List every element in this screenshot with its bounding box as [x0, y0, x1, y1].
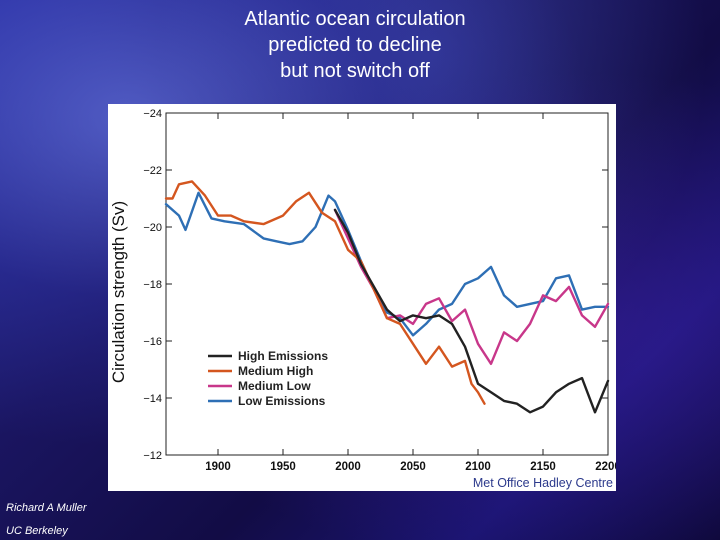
footer-author: Richard A Muller: [6, 502, 87, 514]
plot-frame: [165, 112, 609, 456]
title-line-3: but not switch off: [280, 60, 430, 82]
y-tick-label: −18: [143, 279, 162, 291]
series-line-low-emissions: [164, 191, 610, 337]
y-tick-label: −22: [143, 165, 162, 177]
title-line-2: predicted to decline: [268, 34, 442, 56]
legend-label: Low Emissions: [238, 394, 326, 408]
y-tick-label: −12: [143, 450, 162, 462]
legend-label: Medium High: [238, 364, 313, 378]
series-line-medium-high: [164, 180, 486, 405]
y-tick-label: −24: [143, 108, 162, 120]
title-line-1: Atlantic ocean circulation: [244, 8, 466, 30]
x-tick-label: 1950: [270, 461, 296, 473]
x-tick-label: 2050: [400, 461, 426, 473]
circulation-chart: Circulation strength (Sv) Met Office Had…: [109, 108, 616, 490]
x-tick-label: 2150: [530, 461, 556, 473]
chart-panel: Circulation strength (Sv) Met Office Had…: [108, 104, 616, 491]
series-line-medium-low: [333, 208, 610, 365]
legend-label: High Emissions: [238, 349, 328, 363]
x-tick-label: 2100: [465, 461, 491, 473]
slide-title: Atlantic ocean circulation predicted to …: [0, 6, 710, 84]
y-tick-label: −14: [143, 393, 162, 405]
footer-affiliation: UC Berkeley: [6, 525, 68, 537]
legend-label: Medium Low: [238, 379, 311, 393]
x-tick-label: 2200: [595, 461, 616, 473]
x-tick-label: 1900: [205, 461, 231, 473]
x-tick-label: 2000: [335, 461, 361, 473]
series-line-high-emissions: [333, 208, 610, 414]
y-axis-label: Circulation strength (Sv): [109, 201, 128, 383]
y-tick-label: −16: [143, 336, 162, 348]
y-tick-label: −20: [143, 222, 162, 234]
chart-credit: Met Office Hadley Centre: [473, 476, 613, 490]
